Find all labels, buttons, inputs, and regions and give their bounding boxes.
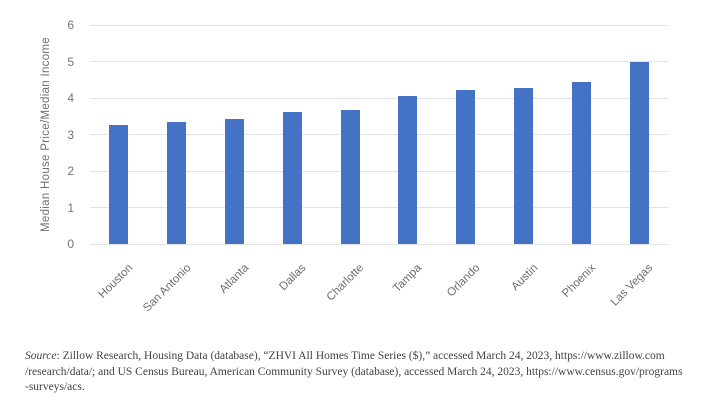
x-tick-label: Houston [96, 262, 136, 301]
y-tick-label: 3 [67, 127, 74, 142]
x-tick-label: Charlotte [325, 262, 367, 304]
bar-tampa [398, 95, 418, 244]
source-line-1: Source: Zillow Research, Housing Data (d… [25, 349, 682, 365]
source-line-1-text: : Zillow Research, Housing Data (databas… [56, 350, 665, 362]
bar-las-vegas [629, 61, 649, 244]
source-label: Source [25, 350, 57, 362]
bar-orlando [456, 89, 476, 244]
x-axis-line [90, 243, 668, 245]
bar-phoenix [571, 81, 591, 244]
bar-austin [514, 87, 533, 244]
bar-atlanta [225, 119, 244, 244]
gridline [90, 24, 668, 26]
gridline [90, 170, 668, 172]
source-line-2: /research/data/; and US Census Bureau, A… [25, 365, 683, 378]
x-tick-label: Atlanta [217, 262, 251, 296]
source-note: Source: Zillow Research, Housing Data (d… [25, 349, 682, 396]
y-tick-label: 1 [67, 200, 74, 215]
plot-area: Houston San Antonio Atlanta Dallas Charlotte… [90, 24, 668, 314]
x-tick-label: Tampa [391, 262, 425, 295]
bar-san-antonio [167, 121, 187, 244]
x-tick-label: Orlando [444, 262, 483, 300]
gridline [90, 207, 668, 208]
y-tick-label: 4 [67, 91, 74, 105]
gridline [90, 97, 668, 99]
y-tick-label: 6 [67, 18, 74, 32]
bar-dallas [282, 111, 302, 244]
gridline [90, 134, 668, 135]
y-tick-label: 2 [67, 164, 74, 178]
bar-charlotte [340, 109, 360, 244]
x-tick-label: Dallas [277, 262, 309, 294]
y-tick-label: 0 [67, 237, 74, 251]
bar-houston [109, 124, 129, 244]
gridline [90, 61, 668, 62]
y-axis-tick-labels: 0 1 2 3 4 5 6 [0, 18, 74, 251]
x-tick-label: Austin [508, 262, 540, 294]
source-line-3: -surveys/acs. [25, 381, 85, 393]
x-tick-label: Phoenix [559, 262, 598, 300]
x-tick-label: San Antonio [140, 262, 194, 315]
x-tick-label: Las Vegas [609, 262, 656, 309]
y-tick-label: 5 [67, 54, 74, 69]
